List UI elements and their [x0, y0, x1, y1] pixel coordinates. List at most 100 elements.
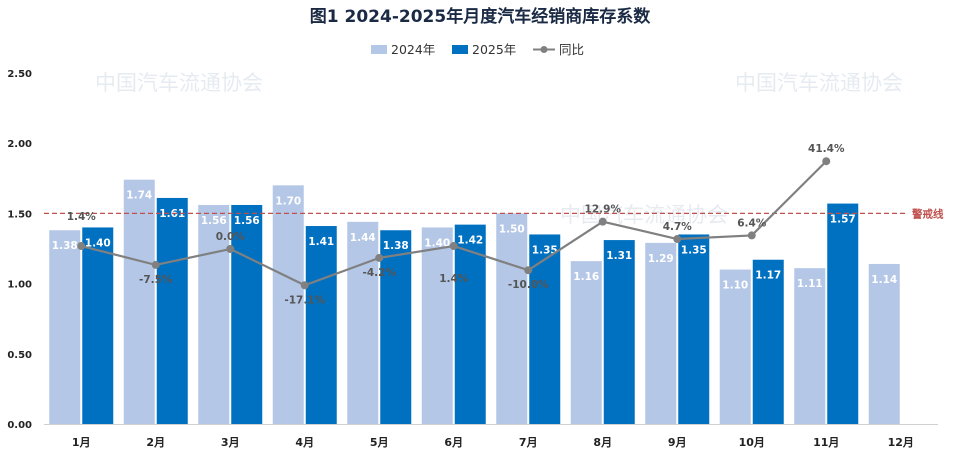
yoy-point — [226, 245, 235, 253]
bar-label-2024: 1.70 — [275, 195, 301, 207]
bar-label-2024: 1.40 — [424, 237, 450, 249]
bar-2024 — [719, 269, 751, 424]
yoy-point — [524, 266, 533, 275]
x-tick-label: 10月 — [739, 436, 765, 449]
y-axis: 0.00 0.50 1.00 1.50 2.00 2.50 — [7, 69, 32, 431]
bar-label-2024: 1.44 — [350, 232, 376, 244]
yoy-point — [300, 281, 309, 290]
bar-2024 — [794, 268, 826, 424]
legend-swatch-2025 — [452, 45, 468, 54]
bar-label-2025: 1.40 — [85, 237, 111, 249]
yoy-label: 41.4% — [808, 143, 845, 155]
x-axis: 1月 2月 3月 4月 5月 6月 7月 8月 9月 10月 11月 12月 — [44, 424, 938, 449]
yoy-point — [822, 157, 831, 166]
bar-2025 — [827, 203, 859, 424]
bar-2025 — [678, 234, 710, 424]
yoy-point — [77, 242, 86, 251]
bar-label-2024: 1.16 — [573, 271, 599, 283]
bar-label-2025: 1.35 — [532, 244, 558, 256]
bar-label-2024: 1.14 — [871, 274, 897, 286]
yoy-point — [151, 260, 160, 269]
bar-2024 — [272, 185, 304, 424]
yoy-point — [673, 235, 682, 244]
bar-label-2024: 1.29 — [648, 253, 674, 265]
watermark-text: 中国汽车流通协会 — [95, 71, 263, 95]
yoy-label: 1.4% — [439, 273, 469, 285]
bar-label-2025: 1.57 — [830, 214, 856, 226]
y-tick-label: 1.50 — [7, 209, 32, 220]
y-tick-label: 2.50 — [7, 69, 32, 80]
bar-2025 — [752, 259, 784, 424]
bar-2024 — [496, 213, 528, 424]
bar-label-2024: 1.11 — [797, 278, 823, 290]
warning-line: 警戒线 — [44, 207, 944, 220]
watermark-text: 中国汽车流通协会 — [735, 71, 903, 95]
bar-2024 — [421, 227, 453, 424]
x-tick-label: 12月 — [888, 436, 914, 449]
bar-label-2025: 1.41 — [308, 236, 334, 248]
warning-line-label: 警戒线 — [911, 207, 944, 220]
bar-2025 — [82, 227, 114, 424]
y-tick-label: 0.50 — [7, 350, 32, 361]
yoy-label: 4.7% — [663, 221, 693, 233]
bar-2024 — [868, 263, 900, 424]
bar-2024 — [347, 221, 379, 424]
bar-2024 — [645, 242, 677, 424]
legend-marker-yoy — [540, 46, 548, 53]
bar-label-2025: 1.17 — [755, 270, 781, 282]
legend-label-2024: 2024年 — [391, 42, 435, 57]
chart-title: 图1 2024-2025年月度汽车经销商库存系数 — [310, 6, 651, 27]
x-tick-label: 4月 — [295, 436, 314, 449]
y-tick-label: 0.00 — [7, 420, 32, 431]
watermark-text: 中国汽车流通协会 — [560, 203, 728, 227]
bar-2024 — [570, 261, 602, 424]
x-tick-label: 9月 — [668, 436, 687, 449]
bar-label-2024: 1.50 — [499, 223, 525, 235]
bar-2025 — [380, 230, 412, 424]
yoy-label: 12.9% — [585, 204, 622, 216]
bar-label-2024: 1.56 — [201, 215, 227, 227]
bar-label-2025: 1.31 — [606, 250, 632, 262]
bar-label-2025: 1.42 — [457, 235, 483, 247]
x-tick-label: 3月 — [221, 436, 240, 449]
legend-label-2025: 2025年 — [472, 42, 516, 57]
yoy-label: 6.4% — [737, 217, 767, 229]
x-tick-label: 8月 — [593, 436, 612, 449]
y-tick-label: 1.00 — [7, 280, 32, 291]
legend-label-yoy: 同比 — [559, 42, 584, 57]
x-tick-label: 5月 — [370, 436, 389, 449]
y-tick-label: 2.00 — [7, 139, 32, 150]
bars: 1.38 1.401.741.611.56 1.561.701.41 1.441.38… — [49, 179, 900, 424]
bar-2024 — [123, 179, 155, 424]
yoy-label: -7.5% — [139, 274, 173, 286]
yoy-label: 1.4% — [67, 211, 97, 223]
bar-label-2024: 1.74 — [126, 190, 152, 202]
yoy-point — [375, 253, 384, 262]
yoy-label: 0.0% — [216, 231, 246, 243]
legend-swatch-2024 — [371, 45, 387, 54]
yoy-point — [747, 231, 756, 240]
x-tick-label: 2月 — [146, 436, 165, 449]
bar-label-2025: 1.38 — [383, 240, 409, 252]
yoy-label: -17.1% — [284, 294, 325, 306]
yoy-line: 1.4% -7.5% 0.0% -17.1% -4.2% 1.4% -10.0% 12.9% 4… — [67, 143, 845, 306]
x-tick-label: 6月 — [444, 436, 463, 449]
yoy-label: -4.2% — [363, 267, 397, 279]
x-tick-label: 7月 — [519, 436, 538, 449]
yoy-point — [598, 217, 607, 226]
bar-label-2025: 1.35 — [681, 244, 707, 256]
x-tick-label: 1月 — [72, 436, 91, 449]
bar-2025 — [156, 197, 188, 424]
bar-label-2025: 1.56 — [234, 215, 260, 227]
bar-2024 — [49, 230, 81, 424]
bar-2025 — [529, 234, 561, 424]
bar-label-2024: 1.38 — [52, 240, 78, 252]
yoy-point — [449, 242, 458, 251]
yoy-label: -10.0% — [508, 279, 549, 291]
bar-label-2024: 1.10 — [722, 280, 748, 292]
bar-2025 — [305, 226, 337, 424]
legend: 2024年 2025年 同比 — [371, 42, 584, 57]
bar-2025 — [454, 224, 486, 424]
